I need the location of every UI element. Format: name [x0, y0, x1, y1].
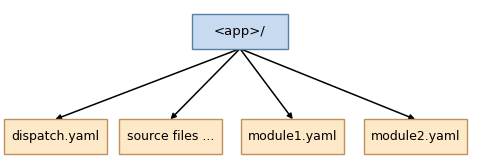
FancyBboxPatch shape — [119, 119, 222, 154]
FancyBboxPatch shape — [4, 119, 107, 154]
Text: <app>/: <app>/ — [214, 25, 266, 38]
Text: source files ...: source files ... — [127, 130, 214, 143]
Text: module2.yaml: module2.yaml — [371, 130, 460, 143]
Text: module1.yaml: module1.yaml — [248, 130, 337, 143]
FancyBboxPatch shape — [364, 119, 467, 154]
Text: dispatch.yaml: dispatch.yaml — [11, 130, 99, 143]
FancyBboxPatch shape — [241, 119, 344, 154]
FancyBboxPatch shape — [192, 14, 288, 49]
